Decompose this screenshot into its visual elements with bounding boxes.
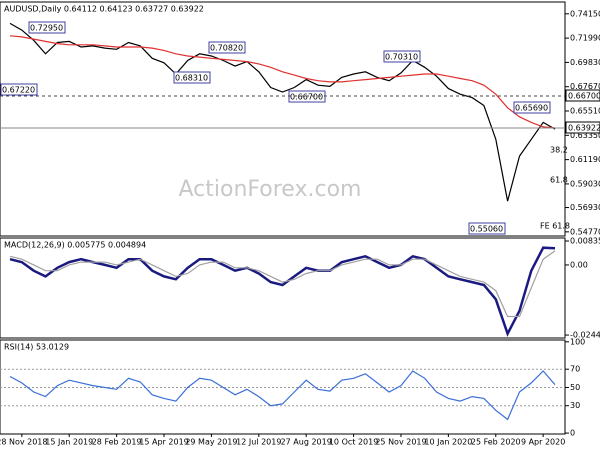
price-box — [565, 89, 600, 102]
x-tick-label: 9 Apr 2020 — [521, 438, 565, 447]
series-line — [9, 35, 556, 129]
annotation-box — [0, 83, 38, 96]
annotation-box — [173, 71, 211, 84]
y-tick-label: 0.69830 — [570, 58, 600, 67]
annotation-box — [383, 50, 421, 63]
y-tick-label: 70 — [570, 365, 580, 374]
watermark: ActionForex.com — [179, 177, 362, 202]
series-line — [9, 22, 556, 202]
series-line — [9, 370, 556, 421]
x-tick-label: 29 May 2019 — [185, 438, 237, 447]
annotation: FE 61.8 — [540, 222, 570, 231]
annotation: 38.2 — [550, 146, 568, 155]
annotation-box — [208, 41, 246, 54]
y-tick-label: 50 — [570, 383, 580, 392]
y-tick-label: 0.71990 — [570, 34, 600, 43]
y-tick-label: 0.54770 — [570, 227, 600, 236]
x-tick-label: 10 Oct 2019 — [329, 438, 378, 447]
x-tick-label: 15 Jan 2019 — [45, 438, 93, 447]
annotation: 0.67220 — [2, 86, 35, 95]
y-tick-label: 0.56930 — [570, 203, 600, 212]
x-tick-label: 28 Feb 2019 — [92, 438, 142, 447]
annotation: 61.8 — [550, 176, 568, 185]
series-line — [9, 250, 556, 318]
y-tick-label: 0.00 — [570, 260, 588, 269]
panel-frame — [0, 1, 566, 237]
annotation: 0.66700 — [290, 93, 323, 102]
annotation: 0.70310 — [385, 53, 418, 62]
annotation: 0.70820 — [210, 44, 243, 53]
price-box-label: 0.66700 — [568, 92, 600, 101]
y-tick-label: -0.02447 — [570, 331, 600, 340]
y-tick-label: 0.61190 — [570, 155, 600, 164]
annotation-box — [513, 101, 551, 114]
y-tick-label: 0.63350 — [570, 131, 600, 140]
panel-title: AUDUSD,Daily 0.64112 0.64123 0.63727 0.6… — [4, 5, 204, 14]
annotation: 0.68310 — [175, 74, 208, 83]
price-box — [565, 121, 600, 134]
y-tick-label: 30 — [570, 401, 580, 410]
x-tick-label: 25 Nov 2019 — [375, 438, 426, 447]
y-tick-label: 0.74150 — [570, 9, 600, 18]
annotation-box — [468, 222, 506, 235]
x-tick-label: 10 Jan 2020 — [424, 438, 472, 447]
panel-frame — [0, 237, 566, 339]
price-box-label: 0.63922 — [568, 124, 600, 133]
y-tick-label: 0 — [570, 429, 575, 438]
annotation: 0.72950 — [30, 24, 63, 33]
x-tick-label: 15 Apr 2019 — [139, 438, 188, 447]
x-tick-label: 12 Jul 2019 — [236, 438, 281, 447]
y-tick-label: 100 — [570, 337, 585, 346]
annotation: 0.55060 — [470, 225, 503, 234]
x-tick-label: 25 Feb 2020 — [471, 438, 521, 447]
x-tick-label: 28 Nov 2018 — [0, 438, 47, 447]
annotation-box — [28, 21, 66, 34]
y-tick-label: 0.008354 — [570, 236, 600, 245]
y-tick-label: 0.59030 — [570, 179, 600, 188]
x-tick-label: 27 Aug 2019 — [281, 438, 332, 447]
y-tick-label: 0.65510 — [570, 107, 600, 116]
panel-title: MACD(12,26,9) 0.005775 0.004894 — [4, 241, 146, 250]
annotation: 0.65690 — [515, 104, 548, 113]
y-tick-label: 0.67670 — [570, 82, 600, 91]
series-line — [9, 246, 556, 337]
panel-title: RSI(14) 53.0129 — [4, 343, 69, 352]
